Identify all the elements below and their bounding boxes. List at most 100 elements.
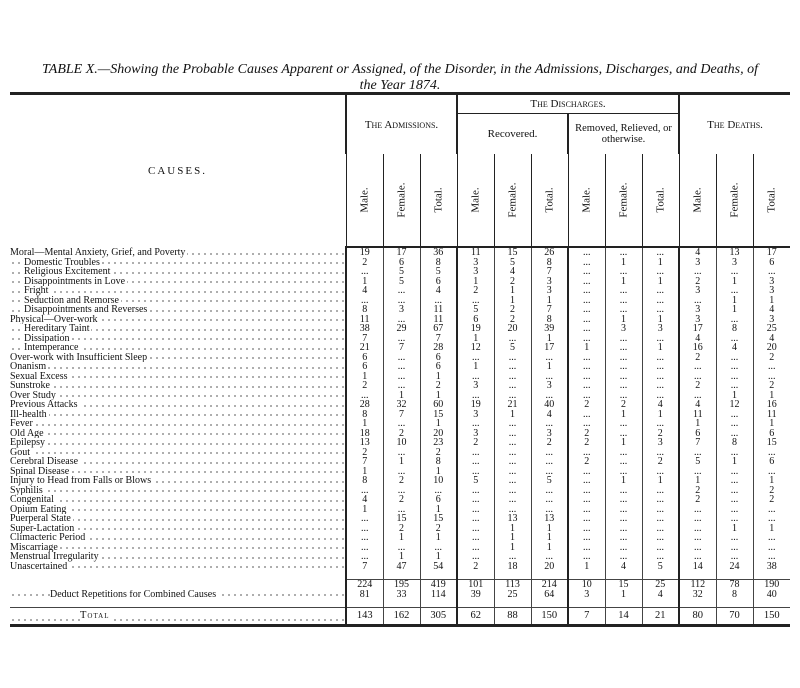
cell: ... xyxy=(715,362,754,372)
cell: 7 xyxy=(345,457,383,467)
cell: 1 xyxy=(345,371,383,381)
column-header: Male. xyxy=(567,154,606,248)
cell: 19 xyxy=(456,324,495,334)
table-row: Ill-health 8 7 15 3 1 4... 1 1 11... 11 xyxy=(10,409,791,419)
cell: 28 xyxy=(345,400,383,410)
cell: 3 xyxy=(456,267,495,277)
cell: ... xyxy=(752,514,791,524)
spacer xyxy=(345,571,383,580)
cell: ... xyxy=(345,523,383,533)
cell: ... xyxy=(752,542,791,552)
spacer xyxy=(10,571,346,580)
table-row: Menstrual Irregularity... 1 1.............… xyxy=(10,552,791,562)
cell: 3 xyxy=(752,276,791,286)
cell: ... xyxy=(382,504,420,514)
cell: ... xyxy=(530,466,569,476)
cell: ... xyxy=(641,485,680,495)
cell: 8 xyxy=(419,457,458,467)
cell: ... xyxy=(752,362,791,372)
cell: ... xyxy=(345,390,383,400)
row-label-cell: Seduction and Remorse xyxy=(10,295,346,305)
spacer xyxy=(715,571,754,580)
row-label: Miscarriage xyxy=(10,542,60,552)
cell: 112 xyxy=(678,579,717,590)
cell: 15 xyxy=(752,438,791,448)
cell: 6 xyxy=(382,257,420,267)
cell: 3 xyxy=(456,257,495,267)
cell: 6 xyxy=(752,428,791,438)
cell: ... xyxy=(456,552,495,562)
cell: ... xyxy=(752,504,791,514)
cell: 4 xyxy=(604,561,643,571)
cell: ... xyxy=(604,362,643,372)
spacer xyxy=(345,599,383,608)
cell: 3 xyxy=(567,589,606,599)
cell: ... xyxy=(345,533,383,543)
cell: ... xyxy=(715,514,754,524)
row-label-cell: Climacteric Period xyxy=(10,533,346,543)
spacer xyxy=(567,599,606,608)
cell: 15 xyxy=(419,514,458,524)
cell: ... xyxy=(678,371,717,381)
cell: ... xyxy=(604,247,643,258)
cell: ... xyxy=(715,286,754,296)
cell: ... xyxy=(530,419,569,429)
cell: 1 xyxy=(752,476,791,486)
cell: 1 xyxy=(382,390,420,400)
cell: 3 xyxy=(382,305,420,315)
cell: 1 xyxy=(419,504,458,514)
cell: ... xyxy=(604,495,643,505)
row-label: Cerebral Disease xyxy=(10,457,81,467)
cell: 3 xyxy=(641,324,680,334)
cell: ... xyxy=(641,504,680,514)
cell: ... xyxy=(493,428,532,438)
column-header: Total. xyxy=(752,154,791,248)
cell: 70 xyxy=(715,607,754,627)
cell: 1 xyxy=(456,276,495,286)
spacer-row xyxy=(10,599,791,608)
spacer xyxy=(530,599,569,608)
cell: 4 xyxy=(678,333,717,343)
cell: ... xyxy=(567,514,606,524)
cell: 38 xyxy=(752,561,791,571)
cell: 19 xyxy=(456,400,495,410)
cell: 3 xyxy=(715,257,754,267)
cell: ... xyxy=(604,514,643,524)
cell: ... xyxy=(641,267,680,277)
cell: 4 xyxy=(530,409,569,419)
cell: 1 xyxy=(530,542,569,552)
row-label: Syphilis xyxy=(10,485,45,495)
cell: ... xyxy=(567,267,606,277)
cell: 16 xyxy=(752,400,791,410)
cell: 54 xyxy=(419,561,458,571)
cell: 14 xyxy=(678,561,717,571)
cell: ... xyxy=(641,419,680,429)
cell: 113 xyxy=(493,579,532,590)
cell: 2 xyxy=(419,381,458,391)
cell: 7 xyxy=(345,561,383,571)
cell: 2 xyxy=(641,457,680,467)
cell: ... xyxy=(493,419,532,429)
cell: 8 xyxy=(715,438,754,448)
row-label-cell: Old Age xyxy=(10,428,346,438)
cell: 80 xyxy=(678,607,717,627)
cell: ... xyxy=(678,362,717,372)
table-row: Miscarriage............ 1 1...............… xyxy=(10,542,791,552)
table-row: Dissipation 7... 7 1... 1......... 4... 4 xyxy=(10,333,791,343)
cell: 11 xyxy=(752,409,791,419)
cell: ... xyxy=(678,504,717,514)
spacer xyxy=(567,571,606,580)
cell: 88 xyxy=(493,607,532,627)
table-row: Over Study... 1 1..................... 1 1 xyxy=(10,390,791,400)
cell: 4 xyxy=(678,247,717,258)
table-row: Hereditary Taint 38 29 67 19 20 39... 3 3 17 8 25 xyxy=(10,324,791,334)
cell: ... xyxy=(456,495,495,505)
cell: 2 xyxy=(678,276,717,286)
cell: 6 xyxy=(678,428,717,438)
cell: 47 xyxy=(382,561,420,571)
row-label: Old Age xyxy=(10,428,46,438)
row-label: Onanism xyxy=(10,362,49,372)
cell: 11 xyxy=(419,314,458,324)
cell: 7 xyxy=(567,607,606,627)
